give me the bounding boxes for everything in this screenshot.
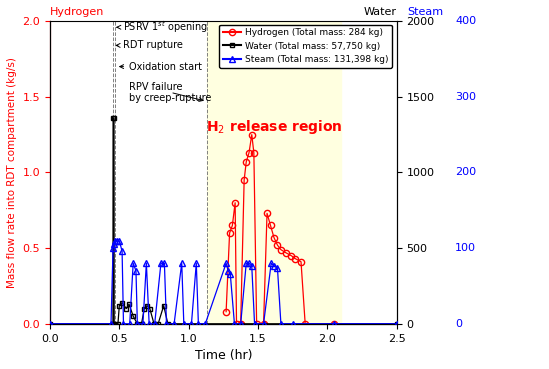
Text: H$_2$ release region: H$_2$ release region xyxy=(206,118,343,136)
Text: 200: 200 xyxy=(455,168,476,177)
Text: RPV failure
by creep-rupture: RPV failure by creep-rupture xyxy=(129,82,211,103)
Text: PSRV 1$^{st}$ opening: PSRV 1$^{st}$ opening xyxy=(117,19,209,35)
Text: Steam: Steam xyxy=(407,7,444,17)
Text: 0: 0 xyxy=(455,319,462,329)
Legend: Hydrogen (Total mass: 284 kg), Water (Total mass: 57,750 kg), Steam (Total mass:: Hydrogen (Total mass: 284 kg), Water (To… xyxy=(219,24,393,68)
Text: Hydrogen: Hydrogen xyxy=(50,7,104,17)
Bar xyxy=(207,21,341,324)
Text: 400: 400 xyxy=(455,16,476,26)
Text: Oxidation start: Oxidation start xyxy=(120,62,202,72)
Text: RDT rupture: RDT rupture xyxy=(116,41,183,51)
Text: 300: 300 xyxy=(455,92,476,102)
X-axis label: Time (hr): Time (hr) xyxy=(194,349,252,362)
Y-axis label: Mass flow rate into RDT compartment (kg/s): Mass flow rate into RDT compartment (kg/… xyxy=(7,57,17,288)
Text: 100: 100 xyxy=(455,243,476,253)
Text: Water: Water xyxy=(364,7,397,17)
